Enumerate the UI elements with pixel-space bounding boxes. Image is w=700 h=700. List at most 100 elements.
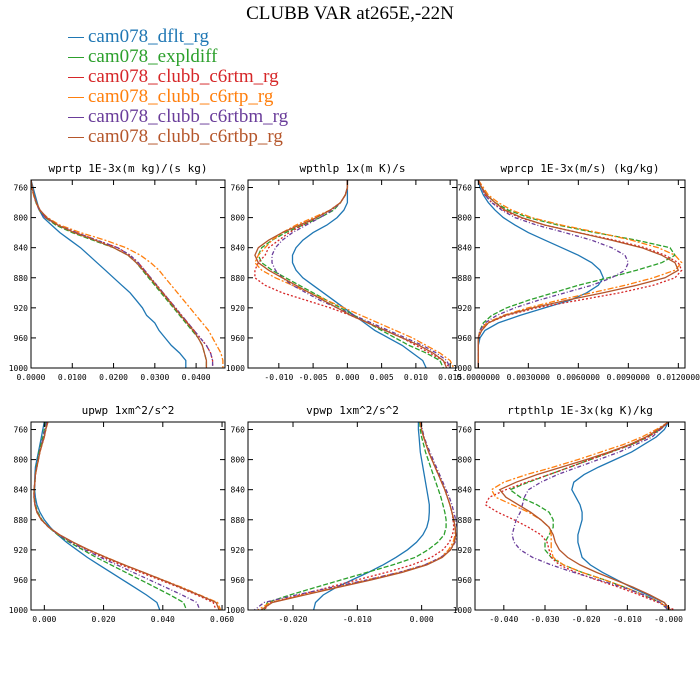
- x-tick-label: 0.0400: [182, 373, 211, 382]
- plot-frame: [30, 421, 226, 611]
- series-line: [31, 180, 208, 368]
- y-tick-label: 1000: [9, 364, 28, 373]
- series-line: [254, 180, 455, 368]
- y-tick-label: 920: [231, 546, 246, 555]
- x-tick-label: 0.0100: [58, 373, 87, 382]
- series-line: [33, 422, 201, 610]
- x-tick-label: -0.020: [279, 615, 308, 624]
- y-tick-label: 960: [14, 334, 29, 343]
- series-line: [257, 180, 444, 368]
- x-tick-label: -0.000: [654, 615, 683, 624]
- x-tick-label: 0.015: [438, 373, 462, 382]
- series-line: [254, 180, 448, 368]
- panel: rtpthlp 1E-3x(kg K)/kg 760 800 840 880 920 960…: [453, 404, 686, 624]
- legend-swatch: [68, 37, 84, 39]
- y-tick-label: 880: [458, 516, 473, 525]
- legend-swatch: [68, 117, 84, 119]
- series-line: [31, 180, 214, 368]
- figure-title: CLUBB VAR at265E,-22N: [246, 3, 454, 24]
- y-tick-label: 920: [458, 304, 473, 313]
- y-tick-label: 840: [14, 486, 29, 495]
- y-tick-label: 1000: [453, 364, 472, 373]
- y-tick-label: 960: [231, 576, 246, 585]
- y-tick-label: 760: [14, 426, 29, 435]
- y-tick-label: 800: [458, 214, 473, 223]
- legend-swatch: [68, 97, 84, 99]
- series-line: [490, 422, 671, 610]
- legend-swatch: [68, 137, 84, 139]
- x-tick-label: 0.0000000: [457, 373, 501, 382]
- y-tick-label: 840: [231, 486, 246, 495]
- y-tick-label: 800: [231, 456, 246, 465]
- legend-item: cam078_clubb_c6rtbm_rg: [68, 107, 288, 127]
- plot-frame: [30, 179, 226, 369]
- y-tick-label: 1000: [226, 364, 245, 373]
- series-line: [33, 422, 222, 610]
- legend-label: cam078_clubb_c6rtp_rg: [88, 86, 274, 107]
- panel-title: wprtp 1E-3x(m kg)/(s kg): [49, 162, 208, 175]
- series-line: [498, 422, 672, 610]
- panel-title: upwp 1xm^2/s^2: [82, 404, 175, 417]
- panel: wprtp 1E-3x(m kg)/(s kg) 760 800 840 880 920 9…: [9, 162, 226, 382]
- y-tick-label: 880: [458, 274, 473, 283]
- x-tick-label: 0.0000: [17, 373, 46, 382]
- series-line: [477, 180, 680, 368]
- legend-label: cam078_dflt_rg: [88, 26, 210, 47]
- y-tick-label: 880: [231, 274, 246, 283]
- series-line: [31, 180, 208, 368]
- x-tick-label: 0.0030000: [507, 373, 551, 382]
- y-tick-label: 840: [14, 244, 29, 253]
- y-tick-label: 800: [14, 456, 29, 465]
- series-line: [260, 422, 457, 610]
- legend-item: cam078_expldiff: [68, 47, 288, 67]
- x-tick-label: -0.030: [531, 615, 560, 624]
- y-tick-label: 1000: [226, 606, 245, 615]
- y-tick-label: 800: [231, 214, 246, 223]
- x-tick-label: 0.010: [404, 373, 428, 382]
- legend-label: cam078_clubb_c6rtbm_rg: [88, 106, 289, 127]
- series-line: [477, 180, 605, 368]
- series-line: [31, 180, 224, 368]
- y-tick-label: 1000: [9, 606, 28, 615]
- y-tick-label: 840: [458, 244, 473, 253]
- x-tick-label: 0.0090000: [607, 373, 651, 382]
- y-tick-label: 880: [14, 516, 29, 525]
- legend-item: cam078_clubb_c6rtp_rg: [68, 87, 288, 107]
- panel-title: vpwp 1xm^2/s^2: [306, 404, 399, 417]
- y-tick-label: 960: [231, 334, 246, 343]
- x-tick-label: 0.020: [92, 615, 116, 624]
- series-line: [33, 422, 188, 610]
- y-tick-label: 920: [231, 304, 246, 313]
- y-tick-label: 920: [14, 304, 29, 313]
- plot-frame: [247, 179, 458, 369]
- legend-label: cam078_clubb_c6rtbp_rg: [88, 126, 283, 147]
- y-tick-label: 760: [231, 426, 246, 435]
- y-tick-label: 840: [458, 486, 473, 495]
- panel: wprcp 1E-3x(m/s) (kg/kg) 760 800 840 880 920 9…: [453, 162, 700, 382]
- panel-title: wpthlp 1x(m K)/s: [300, 162, 406, 175]
- x-tick-label: 0.0120000: [657, 373, 700, 382]
- y-tick-label: 760: [458, 426, 473, 435]
- plot-frame: [474, 179, 686, 369]
- x-tick-label: 0.040: [151, 615, 175, 624]
- x-tick-label: 0.0300: [140, 373, 169, 382]
- x-tick-label: 0.0060000: [557, 373, 601, 382]
- y-tick-label: 880: [14, 274, 29, 283]
- panel: upwp 1xm^2/s^2 760 800 840 880 920 960 1000 0.00…: [9, 404, 235, 624]
- series-line: [477, 180, 683, 368]
- y-tick-label: 880: [231, 516, 246, 525]
- x-tick-label: 0.0200: [99, 373, 128, 382]
- y-tick-label: 920: [458, 546, 473, 555]
- legend: cam078_dflt_rg cam078_expldiff cam078_cl…: [68, 27, 288, 147]
- series-line: [312, 422, 430, 610]
- y-tick-label: 960: [14, 576, 29, 585]
- series-line: [508, 422, 669, 610]
- x-tick-label: 0.000: [32, 615, 56, 624]
- legend-label: cam078_clubb_c6rtm_rg: [88, 66, 279, 87]
- panel: vpwp 1xm^2/s^2 760 800 840 880 920 960 1000 -0.0…: [226, 404, 458, 624]
- legend-swatch: [68, 77, 84, 79]
- y-tick-label: 1000: [453, 606, 472, 615]
- x-tick-label: -0.010: [343, 615, 372, 624]
- x-tick-label: -0.020: [572, 615, 601, 624]
- x-tick-label: -0.010: [264, 373, 293, 382]
